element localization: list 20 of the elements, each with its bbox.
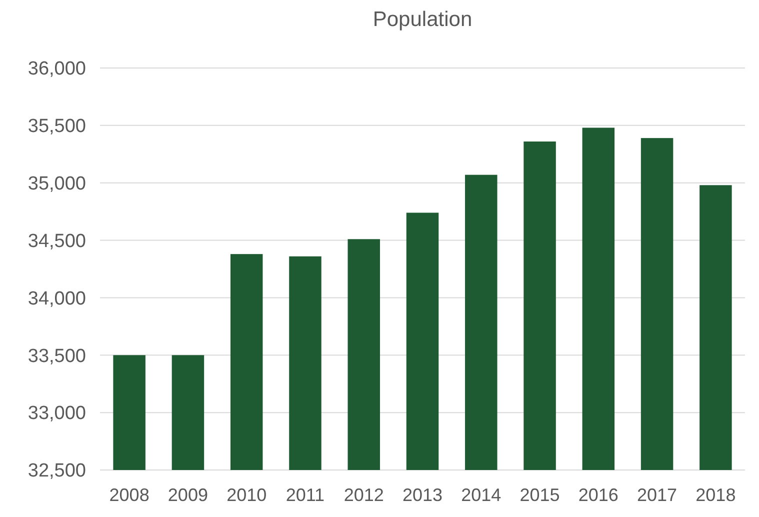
x-tick-label: 2017 — [637, 485, 678, 505]
x-tick-label: 2015 — [520, 485, 560, 505]
y-tick-label: 36,000 — [28, 58, 86, 80]
chart-title: Population — [372, 8, 472, 31]
x-tick-label: 2014 — [461, 485, 502, 505]
y-tick-label: 33,000 — [28, 403, 86, 424]
x-tick-label: 2010 — [226, 485, 267, 505]
x-tick-label: 2016 — [578, 485, 618, 505]
y-tick-label: 32,500 — [28, 460, 86, 482]
y-tick-label: 35,000 — [28, 174, 86, 195]
y-tick-label: 34,500 — [28, 230, 86, 252]
x-tick-label: 2013 — [402, 485, 443, 505]
x-tick-label: 2012 — [344, 485, 384, 505]
x-tick-label: 2011 — [286, 485, 325, 505]
x-tick-label: 2008 — [109, 485, 150, 505]
x-tick-label: 2018 — [696, 485, 736, 505]
x-tick-label: 2009 — [168, 485, 208, 505]
y-tick-label: 35,500 — [28, 116, 86, 138]
y-tick-label: 33,500 — [28, 346, 86, 367]
y-tick-label: 34,000 — [28, 288, 86, 310]
